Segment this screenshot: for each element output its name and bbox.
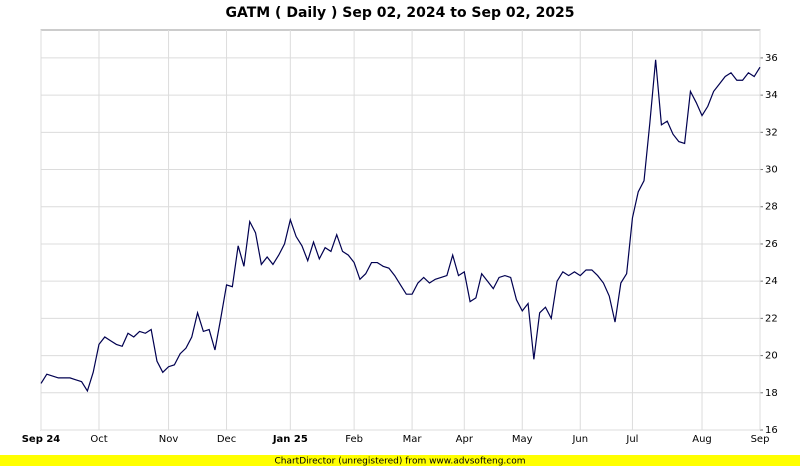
y-tick-label: 20 xyxy=(765,351,778,362)
plot-area xyxy=(40,29,761,431)
x-tick-label: Jul xyxy=(625,434,638,445)
x-tick-label: Jan 25 xyxy=(272,434,308,445)
y-tick-label: 22 xyxy=(765,313,778,324)
x-tick-label: Apr xyxy=(456,434,474,445)
x-tick-label: May xyxy=(512,434,533,445)
x-tick-label: Feb xyxy=(345,434,363,445)
x-tick-label: Sep xyxy=(751,434,770,445)
x-tick-label: Sep 24 xyxy=(22,434,61,445)
footer-bar xyxy=(0,455,800,466)
footer-text: ChartDirector (unregistered) from www.ad… xyxy=(274,457,525,466)
y-tick-label: 28 xyxy=(765,202,778,213)
y-tick-label: 30 xyxy=(765,165,778,176)
y-tick-label: 16 xyxy=(765,425,778,436)
y-tick-label: 34 xyxy=(765,90,778,101)
y-tick-label: 18 xyxy=(765,388,778,399)
y-tick-label: 26 xyxy=(765,239,778,250)
x-tick-label: Mar xyxy=(403,434,423,445)
x-tick-label: Nov xyxy=(159,434,179,445)
x-tick-label: Aug xyxy=(692,434,712,445)
x-tick-label: Oct xyxy=(90,434,107,445)
y-tick-label: 36 xyxy=(765,53,778,64)
x-tick-label: Jun xyxy=(571,434,588,445)
x-tick-label: Dec xyxy=(217,434,236,445)
price-line xyxy=(40,59,761,393)
chart-title: GATM ( Daily ) Sep 02, 2024 to Sep 02, 2… xyxy=(225,5,574,21)
y-tick-label: 24 xyxy=(765,276,778,287)
y-tick-label: 32 xyxy=(765,127,778,138)
